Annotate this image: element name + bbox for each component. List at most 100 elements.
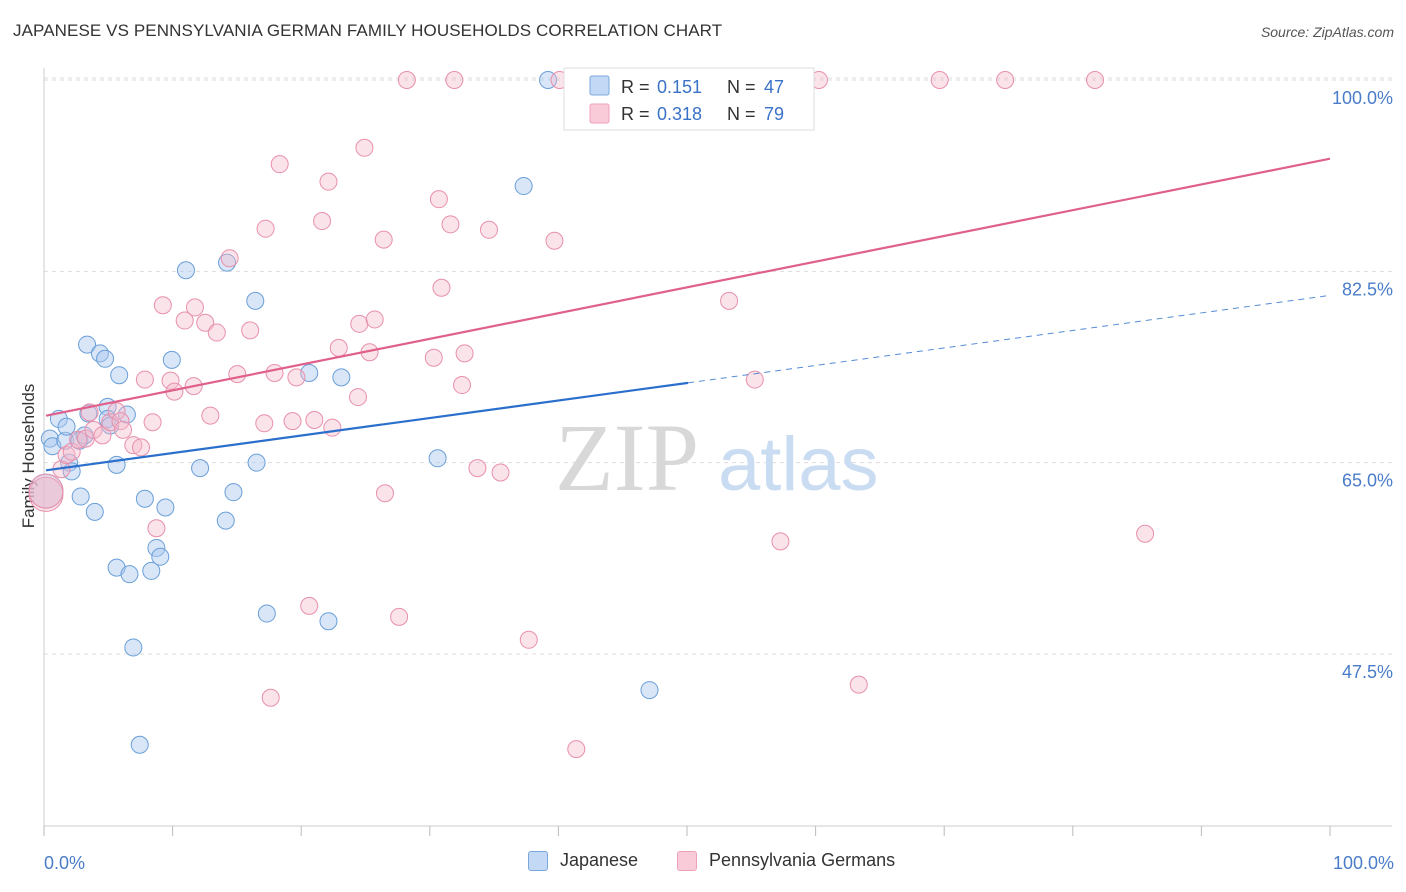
data-point <box>124 638 143 657</box>
data-point <box>57 446 76 465</box>
data-point <box>849 675 868 694</box>
data-point <box>246 291 265 310</box>
data-point <box>79 404 98 423</box>
data-point <box>224 483 243 502</box>
data-point <box>151 547 170 566</box>
bottom-legend-item-pennsylvania-germans: Pennsylvania Germans <box>677 850 895 871</box>
data-point <box>175 311 194 330</box>
watermark-zip: ZIP <box>555 404 699 511</box>
data-point <box>256 219 275 238</box>
data-point <box>332 368 351 387</box>
data-point <box>147 538 166 557</box>
legend-r-value-1: 0.151 <box>657 77 702 97</box>
bottom-legend-label-pennsylvania-germans: Pennsylvania Germans <box>709 850 896 870</box>
data-point <box>142 561 161 580</box>
data-point <box>491 463 510 482</box>
legend-r-label-1: R = <box>621 77 650 97</box>
y-tick-label: 47.5% <box>1342 662 1393 682</box>
grid-lines <box>44 77 1392 655</box>
data-point <box>640 681 659 700</box>
data-point <box>375 484 394 503</box>
legend-n-label-2: N = <box>727 104 756 124</box>
data-point <box>374 230 393 249</box>
data-point <box>132 438 151 457</box>
data-point <box>519 630 538 649</box>
data-point <box>117 405 136 424</box>
data-point <box>355 138 374 157</box>
data-point <box>1136 524 1155 543</box>
y-tick-label: 65.0% <box>1342 471 1393 491</box>
data-point <box>96 349 115 368</box>
data-point <box>319 612 338 631</box>
data-point <box>390 607 409 626</box>
data-point <box>930 71 949 89</box>
data-point <box>241 321 260 340</box>
data-point <box>156 498 175 517</box>
trend-lines <box>45 157 1331 472</box>
data-point <box>545 231 564 250</box>
series-japanese <box>28 71 659 754</box>
data-point <box>771 532 790 551</box>
x-tick-label-max: 100.0% <box>1333 853 1394 873</box>
data-point <box>255 414 274 433</box>
data-point <box>196 313 215 332</box>
data-point <box>130 735 149 754</box>
data-point <box>143 413 162 432</box>
bottom-legend: Japanese Pennsylvania Germans <box>0 850 1406 880</box>
data-point <box>162 350 181 369</box>
data-point <box>455 344 474 363</box>
legend-n-value-2: 79 <box>764 104 784 124</box>
data-point <box>445 71 464 89</box>
series-points <box>28 71 1155 759</box>
source-credit: Source: ZipAtlas.com <box>1260 24 1394 40</box>
data-point <box>429 190 448 209</box>
trend-line-pennsylvania-germans <box>45 157 1331 417</box>
data-point <box>124 436 143 455</box>
data-point <box>424 348 443 367</box>
trend-line-japanese <box>45 381 689 472</box>
data-point <box>305 411 324 430</box>
data-point <box>365 310 384 329</box>
data-point <box>468 459 487 478</box>
data-point <box>85 502 104 521</box>
data-point <box>479 220 498 239</box>
data-point <box>1086 71 1105 89</box>
data-point <box>147 519 166 538</box>
data-point <box>329 338 348 357</box>
legend-n-value-1: 47 <box>764 77 784 97</box>
data-point <box>161 371 180 390</box>
japanese-swatch <box>528 850 548 871</box>
watermark: ZIP atlas <box>555 404 879 511</box>
data-point <box>228 365 247 384</box>
data-point <box>261 688 280 707</box>
bottom-legend-label-japanese: Japanese <box>560 850 639 870</box>
x-ticks <box>43 826 1331 836</box>
data-point <box>996 71 1015 89</box>
data-point <box>287 368 306 387</box>
legend-n-label-1: N = <box>727 77 756 97</box>
data-point <box>216 511 235 530</box>
data-point <box>323 418 342 437</box>
data-point <box>247 453 266 472</box>
data-point <box>313 212 332 231</box>
data-point <box>78 335 97 354</box>
data-point <box>453 376 472 395</box>
data-point <box>191 459 210 478</box>
data-point <box>397 71 416 89</box>
data-point <box>567 740 586 759</box>
data-point <box>176 261 195 280</box>
data-point <box>745 370 764 389</box>
data-point <box>185 298 204 317</box>
data-point <box>135 489 154 508</box>
trend-line-japanese-extension <box>687 294 1331 384</box>
data-point <box>283 412 302 431</box>
data-point <box>220 249 239 268</box>
data-point <box>120 565 139 584</box>
data-point <box>428 449 447 468</box>
chart-title: JAPANESE VS PENNSYLVANIA GERMAN FAMILY H… <box>13 21 723 40</box>
legend-swatch-pennsylvania-germans <box>589 103 610 124</box>
legend-r-value-2: 0.318 <box>657 104 702 124</box>
data-point <box>107 402 126 421</box>
data-point <box>90 344 109 363</box>
